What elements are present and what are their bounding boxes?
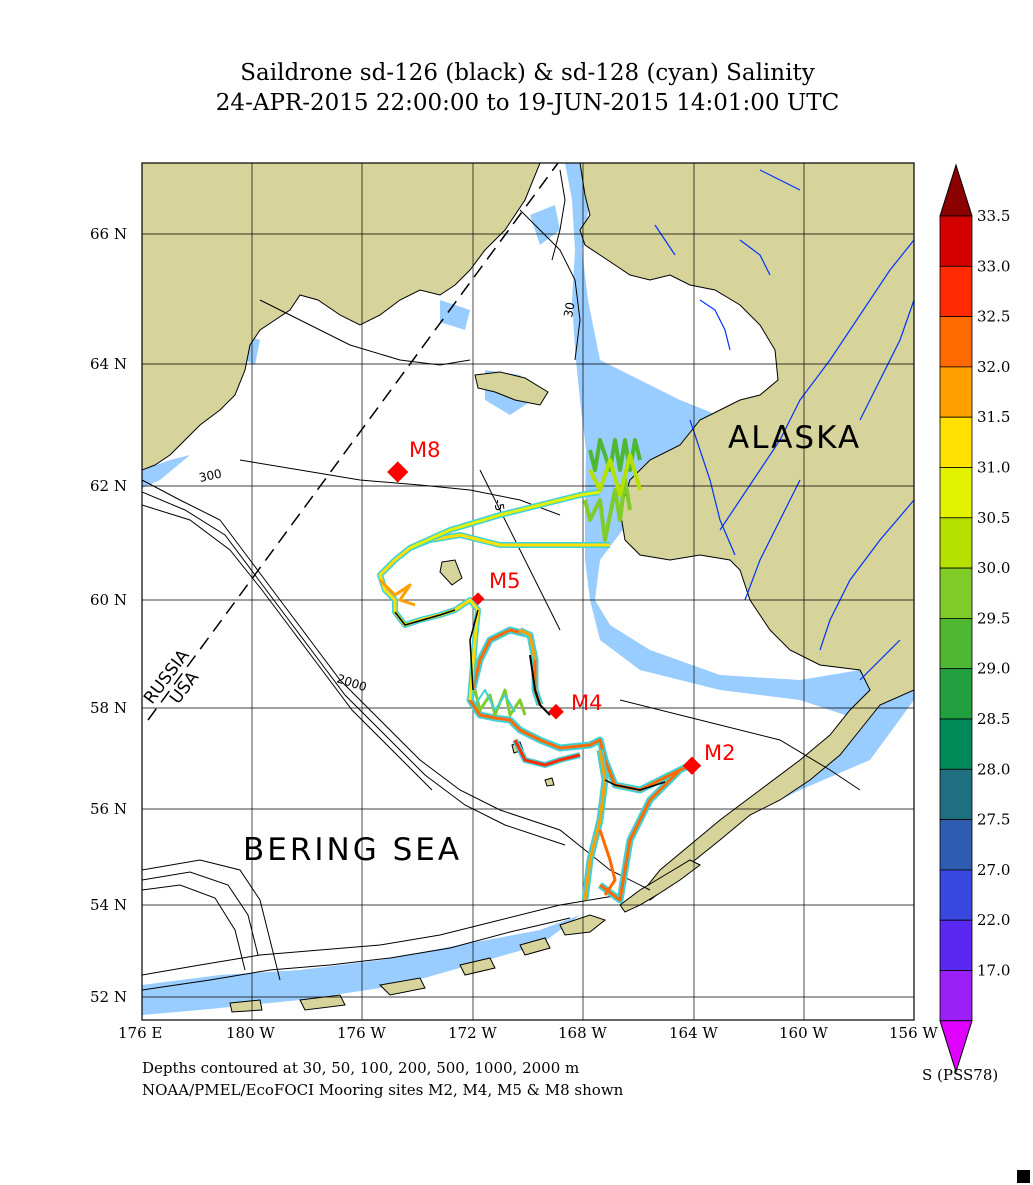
sd126-segment [529,654,551,716]
colorbar-swatch [939,618,973,670]
lon-tick: 172 W [448,1024,497,1042]
colorbar-label: 28.5 [977,710,1010,728]
colorbar-label: 28.0 [977,760,1010,778]
colorbar-swatch [939,316,973,368]
colorbar-label: 30.0 [977,559,1010,577]
mooring-m2-label: M2 [704,741,735,765]
colorbar-label: 31.0 [977,459,1010,477]
colorbar-swatch [939,668,973,720]
lat-tick: 54 N [90,896,127,914]
mooring-markers [387,461,702,775]
colorbar-bottom-triangle [939,1020,973,1074]
colorbar-swatch [939,718,973,770]
colorbar: 33.5 33.0 32.5 32.0 31.5 31.0 30.5 30.0 29.5 29.0… [939,163,1010,1074]
lon-tick: 160 W [779,1024,828,1042]
lat-tick: 56 N [90,800,127,818]
colorbar-label: 27.0 [977,861,1010,879]
contour-label: -5 [491,498,507,512]
colorbar-swatch [939,517,973,569]
footer-depths: Depths contoured at 30, 50, 100, 200, 50… [142,1059,580,1077]
colorbar-label: 27.5 [977,811,1010,829]
corner-marker [1017,1170,1030,1183]
chart-subtitle: 24-APR-2015 22:00:00 to 19-JUN-2015 14:0… [215,90,840,116]
land [142,163,914,1013]
lon-tick: 164 W [669,1024,718,1042]
colorbar-label: 33.0 [977,257,1010,275]
footer-moorings: NOAA/PMEL/EcoFOCI Mooring sites M2, M4, … [142,1081,624,1099]
mooring-m4-label: M4 [571,691,602,715]
colorbar-swatch [939,919,973,971]
lon-tick: 180 W [226,1024,275,1042]
sd126-track-south [468,628,692,902]
colorbar-swatch [939,416,973,468]
russia-usa-boundary [147,163,559,721]
colorbar-label: 29.0 [977,660,1010,678]
colorbar-top-triangle [939,163,973,217]
mooring-m4-marker [548,703,564,720]
lat-tick: 52 N [90,988,127,1006]
mooring-m5-marker [471,592,485,606]
lat-tick: 66 N [90,225,127,243]
colorbar-swatch [939,970,973,1022]
colorbar-swatch [939,467,973,519]
mooring-labels: M8 M5 M4 M2 [409,438,735,765]
lat-tick-labels: 66 N 64 N 62 N 60 N 58 N 56 N 54 N 52 N [90,225,127,1006]
bering-sea-label: BERING SEA [243,832,462,868]
rivers [654,169,914,681]
lon-tick-labels: 176 E 180 W 176 W 172 W 168 W 164 W 160 … [118,1024,938,1042]
colorbar-label: 33.5 [977,207,1010,225]
mooring-m5-label: M5 [489,569,520,593]
colorbar-label: 31.5 [977,408,1010,426]
contour-label: 30 [561,301,577,318]
colorbar-label: 17.0 [977,962,1010,980]
colorbar-label: 30.5 [977,509,1010,527]
lat-tick: 62 N [90,477,127,495]
colorbar-swatch [939,768,973,820]
colorbar-label: 29.5 [977,609,1010,627]
lon-tick: 176 W [337,1024,386,1042]
colorbar-label: 32.5 [977,308,1010,326]
mooring-m8-label: M8 [409,438,440,462]
mooring-m2-marker [682,756,702,775]
colorbar-units: S (PSS78) [922,1066,999,1084]
colorbar-swatch [939,215,973,267]
chart-title: Saildrone sd-126 (black) & sd-128 (cyan)… [240,60,815,86]
colorbar-swatch [939,366,973,418]
map-area: M8 M5 M4 M2 ALASKA BERING SEA RUSSIA USA… [142,163,914,1020]
saildrone-tracks [377,438,694,904]
colorbar-swatch [939,819,973,871]
mooring-m8-marker [387,461,409,483]
depth-contours [142,169,861,991]
lon-tick: 176 E [118,1024,162,1042]
lat-tick: 60 N [90,591,127,609]
graticule [142,163,914,1020]
colorbar-label: 22.0 [977,911,1010,929]
contour-label: 300 [198,466,223,484]
plot-frame [141,162,915,1021]
lon-tick: 168 W [558,1024,607,1042]
colorbar-swatch [939,869,973,921]
alaska-label: ALASKA [728,420,861,456]
lat-tick: 64 N [90,355,127,373]
lon-tick: 156 W [889,1024,938,1042]
colorbar-label: 32.0 [977,358,1010,376]
colorbar-swatch [939,265,973,317]
colorbar-swatch [939,567,973,619]
lat-tick: 58 N [90,699,127,717]
